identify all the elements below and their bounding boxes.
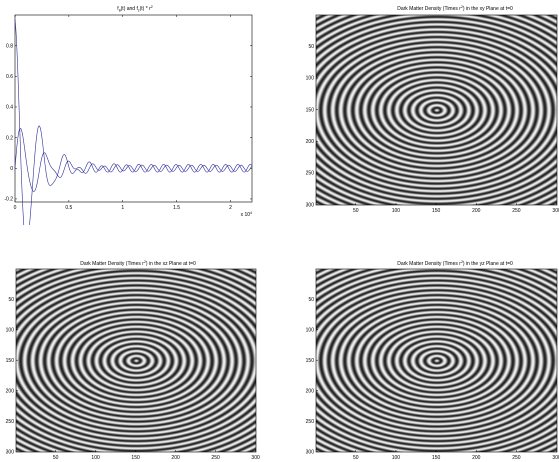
y-tick-label: 0.2	[6, 135, 13, 141]
heatmap-ticks: 50 100 150 200 250 300 50 100 150 200 250 300	[6, 297, 260, 461]
y-tick-label: 250	[306, 419, 315, 425]
x-tick-label: 200	[472, 208, 481, 214]
x-tick-label: 300	[552, 455, 559, 461]
heatmap-xy-title: Dark Matter Density (Times r2) in the xy…	[397, 5, 513, 12]
y-tick-label: 50	[308, 44, 314, 50]
y-tick-label: -0.2	[4, 197, 13, 203]
x-tick-label: 250	[512, 208, 521, 214]
plot-frame	[315, 268, 558, 453]
heatmap-xz-title: Dark Matter Density (Times r2) in the xz…	[80, 260, 196, 267]
x-tick-label: 50	[53, 455, 59, 461]
x-tick-label: 250	[512, 455, 521, 461]
heatmap-xz: Dark Matter Density (Times r2) in the xz…	[6, 260, 260, 461]
heatmap-ticks: 50 100 150 200 250 300 50 100 150 200 250 300	[306, 44, 559, 214]
plot-frame	[14, 14, 253, 203]
x-tick-label: 150	[131, 455, 140, 461]
x-tick-label: 0.5	[65, 205, 72, 211]
line-chart-series	[14, 19, 253, 225]
y-tick-label: 0.6	[6, 74, 13, 80]
plot-frame	[315, 14, 558, 206]
x-tick-label: 200	[171, 455, 180, 461]
heatmap-image	[16, 269, 256, 452]
y-tick-label: 100	[6, 327, 15, 333]
y-tick-label: 300	[306, 202, 315, 208]
x-axis-multiplier: x 104	[241, 211, 252, 218]
x-tick-label: 100	[392, 455, 401, 461]
heatmap-ticks: 50 100 150 200 250 300 50 100 150 200 250 300	[306, 297, 559, 461]
x-tick-label: 100	[392, 208, 401, 214]
y-tick-label: 50	[308, 297, 314, 303]
x-tick-label: 2	[229, 205, 232, 211]
x-tick-label: 150	[432, 455, 441, 461]
y-tick-label: 150	[6, 358, 15, 364]
y-tick-label: 0	[10, 166, 13, 172]
y-tick-label: 0.8	[6, 43, 13, 49]
y-tick-label: 50	[8, 297, 14, 303]
line-chart-title: fθ(t) and fz(t) * r2	[117, 5, 152, 13]
y-tick-label: 150	[306, 358, 315, 364]
y-tick-label: 300	[6, 449, 15, 455]
y-tick-label: 250	[306, 171, 315, 177]
series-line-1	[14, 19, 253, 225]
x-tick-label: 0	[14, 205, 17, 211]
y-tick-label: 250	[6, 419, 15, 425]
x-tick-label: 50	[353, 208, 359, 214]
line-chart-ticks: 0 0.5 1 1.5 2-0.200.20.40.60.8	[4, 15, 252, 211]
y-tick-label: 100	[306, 327, 315, 333]
y-tick-label: 200	[6, 388, 15, 394]
line-chart: fθ(t) and fz(t) * r2 0 0.5 1 1.5 2-0.200.20.…	[4, 5, 253, 225]
x-tick-label: 300	[552, 208, 559, 214]
x-tick-label: 200	[472, 455, 481, 461]
x-tick-label: 150	[432, 208, 441, 214]
y-tick-label: 0.4	[6, 105, 13, 111]
line-chart-panel: fθ(t) and fz(t) * r2 0 0.5 1 1.5 2 -0.2 0 0.2 0.…	[0, 0, 270, 225]
heatmap-yz-title: Dark Matter Density (Times r2) in the yz…	[397, 260, 513, 267]
x-tick-label: 100	[91, 455, 100, 461]
y-tick-label: 200	[306, 139, 315, 145]
heatmap-image	[316, 15, 557, 205]
x-tick-label: 300	[251, 455, 260, 461]
x-tick-label: 250	[211, 455, 220, 461]
heatmap-xz-panel: Dark Matter Density (Times r2) in the xz…	[0, 255, 270, 462]
x-tick-label: 1.5	[173, 205, 180, 211]
y-tick-label: 300	[306, 449, 315, 455]
y-tick-label: 150	[306, 107, 315, 113]
heatmap-xy-panel: Dark Matter Density (Times r2) in the xy…	[300, 0, 559, 215]
heatmap-yz-panel: Dark Matter Density (Times r2) in the yz…	[300, 255, 559, 462]
heatmap-image	[316, 269, 557, 452]
x-tick-label: 1	[121, 205, 124, 211]
y-tick-label: 100	[306, 76, 315, 82]
plot-frame	[15, 268, 257, 453]
x-tick-label: 50	[353, 455, 359, 461]
heatmap-xy: Dark Matter Density (Times r2) in the xy…	[306, 5, 559, 214]
heatmap-yz: Dark Matter Density (Times r2) in the yz…	[306, 260, 559, 461]
y-tick-label: 200	[306, 388, 315, 394]
series-line-2	[14, 128, 253, 192]
